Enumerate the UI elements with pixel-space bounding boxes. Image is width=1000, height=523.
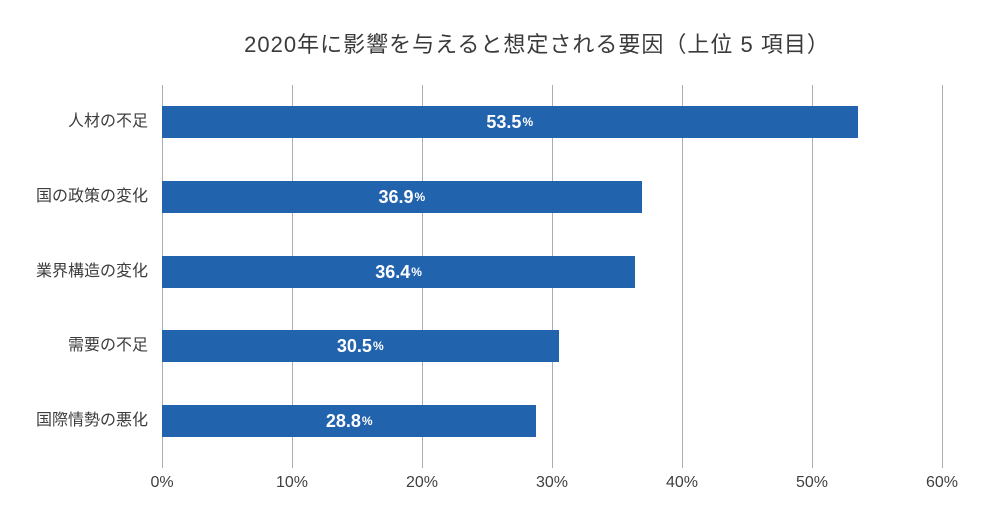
x-axis-tick-label: 50% <box>795 474 829 491</box>
bar-value-label: 30.5 <box>336 336 372 357</box>
category-label-4: 国際情勢の悪化 <box>35 411 148 429</box>
bar-value-unit: % <box>361 413 373 428</box>
category-label-1: 国の政策の変化 <box>35 187 148 205</box>
bar-value-label: 28.8 <box>325 410 361 431</box>
bar-value-label: 53.5 <box>486 112 522 133</box>
category-label-2: 業界構造の変化 <box>35 262 148 280</box>
category-label-3: 需要の不足 <box>67 337 148 355</box>
bar-1: 36.9% <box>162 180 642 213</box>
x-axis-tick-label: 10% <box>275 474 309 491</box>
x-axis-tick-label: 20% <box>405 474 439 491</box>
x-axis-tick-label: 30% <box>535 474 569 491</box>
bar-value-unit: % <box>414 189 426 204</box>
bar-value-unit: % <box>372 339 384 354</box>
x-axis-tick-label: 40% <box>665 474 699 491</box>
bar-2: 36.4% <box>162 255 636 288</box>
category-label-0: 人材の不足 <box>67 113 148 131</box>
bar-3: 30.5% <box>162 330 559 363</box>
gridline <box>942 85 943 468</box>
bar-4: 28.8% <box>162 404 537 437</box>
gridline <box>812 85 813 468</box>
gridline <box>682 85 683 468</box>
chart-title: 2020年に影響を与えると想定される要因（上位 5 項目） <box>244 32 830 57</box>
x-axis-tick-label: 0% <box>150 474 174 491</box>
bar-0: 53.5% <box>162 106 858 139</box>
bar-value-label: 36.4 <box>375 261 411 282</box>
bar-value-unit: % <box>522 115 534 130</box>
bar-value-unit: % <box>411 264 422 279</box>
bar-value-label: 36.9 <box>378 186 414 207</box>
x-axis-tick-label: 60% <box>925 474 959 491</box>
